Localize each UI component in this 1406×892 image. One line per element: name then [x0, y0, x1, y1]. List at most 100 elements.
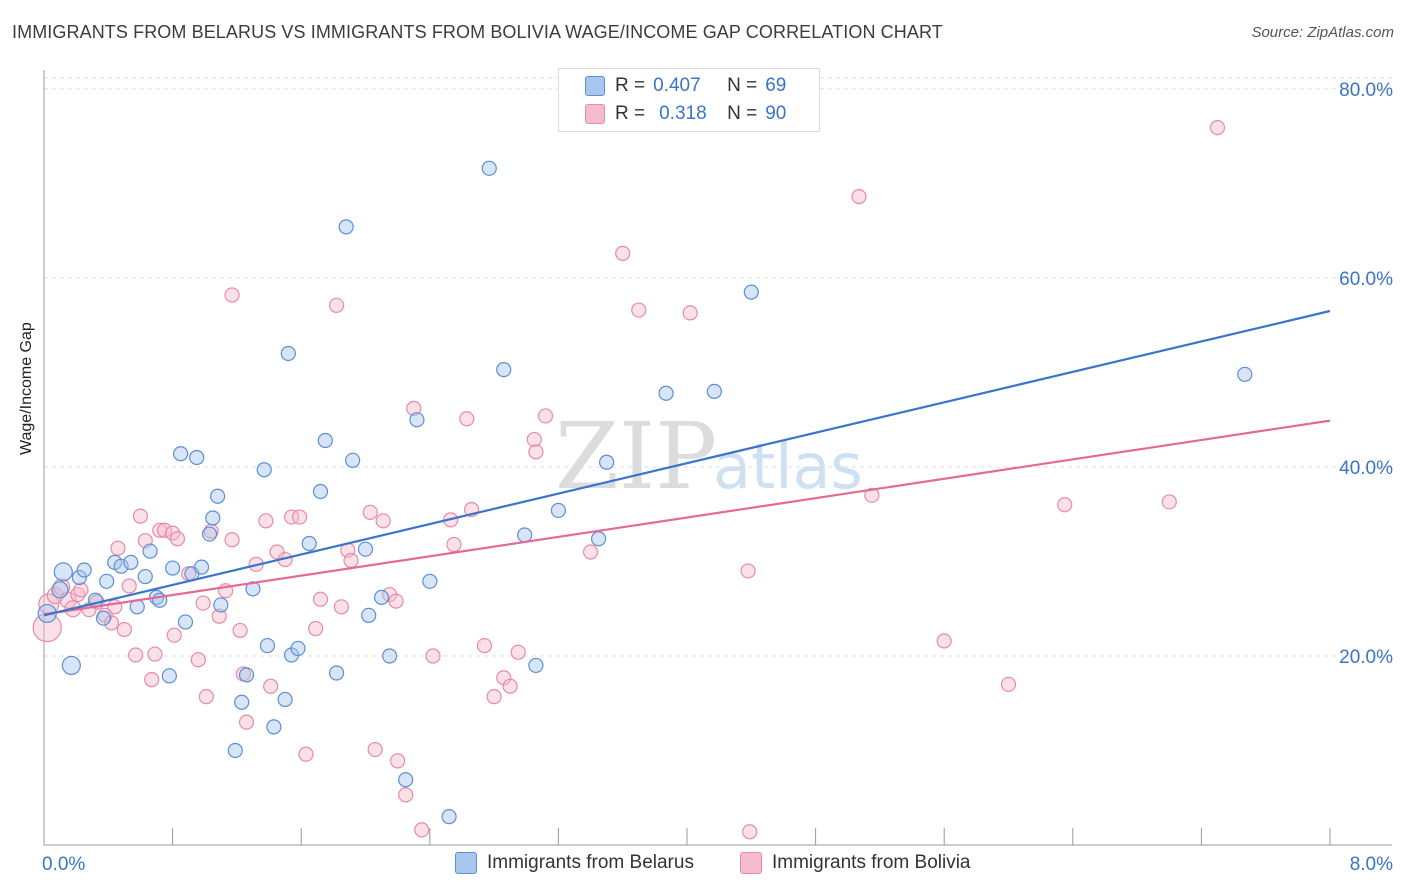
belarus-point-44: [345, 452, 361, 468]
legend-n-value: 69: [765, 75, 787, 96]
belarus-point-18: [165, 560, 181, 576]
bolivia-point-28: [195, 595, 211, 611]
bolivia-point-63: [446, 536, 462, 553]
bolivia-point-45: [298, 746, 314, 762]
y-axis-label: Wage/Income Gap: [18, 322, 35, 455]
bolivia-point-22: [156, 522, 173, 538]
belarus-point-54: [496, 362, 512, 378]
belarus-point-58: [590, 531, 607, 547]
bolivia-point-17: [132, 508, 149, 524]
belarus-point-56: [528, 657, 544, 674]
belarus-point-63: [1237, 366, 1253, 382]
bolivia-swatch: [740, 852, 762, 874]
legend-row-belarus: R = 0.407 N = 69: [585, 73, 786, 99]
belarus-point-34: [266, 719, 282, 735]
bolivia-point-67: [486, 689, 502, 705]
bolivia-point-25: [169, 531, 186, 547]
bolivia-point-56: [388, 593, 404, 609]
belarus-point-47: [373, 589, 390, 605]
bolivia-point-31: [211, 608, 227, 624]
legend-n-label: N =: [727, 75, 758, 96]
belarus-point-55: [517, 527, 533, 543]
belarus-point-62: [743, 284, 759, 300]
bottom-legend-belarus-label: Immigrants from Belarus: [487, 852, 694, 873]
bolivia-point-24: [166, 627, 182, 643]
chart-title: IMMIGRANTS FROM BELARUS VS IMMIGRANTS FR…: [12, 22, 943, 42]
axes: [43, 70, 1392, 846]
y-tick-label-20: 20.0%: [1339, 647, 1393, 668]
bolivia-point-75: [615, 245, 631, 261]
bolivia-point-48: [328, 297, 345, 313]
belarus-point-1: [51, 581, 69, 599]
bolivia-point-47: [312, 591, 329, 607]
bolivia-point-79: [742, 824, 758, 840]
belarus-point-19: [173, 446, 189, 462]
bolivia-point-61: [425, 648, 441, 664]
bolivia-point-73: [537, 408, 554, 424]
belarus-point-42: [328, 665, 345, 681]
belarus-point-30: [238, 667, 255, 683]
stats-legend: R = 0.407 N = 69 R = 0.318 N = 90: [558, 68, 820, 132]
bolivia-point-70: [510, 644, 526, 660]
bolivia-point-80: [851, 189, 867, 205]
bolivia-trend-line: [43, 419, 1331, 616]
bolivia-point-72: [528, 444, 544, 460]
y-tick-label-60: 60.0%: [1339, 269, 1393, 290]
bolivia-point-41: [269, 544, 285, 560]
watermark-zip: ZIP: [555, 403, 717, 510]
bolivia-point-20: [147, 646, 163, 662]
belarus-point-53: [481, 160, 497, 176]
bolivia-swatch: [585, 104, 605, 124]
belarus-point-49: [398, 772, 414, 788]
bolivia-point-14: [116, 621, 132, 638]
bolivia-point-39: [258, 513, 274, 529]
bolivia-point-34: [224, 287, 240, 303]
legend-r-value: 0.318: [659, 103, 707, 124]
bottom-legend-belarus: Immigrants from Belarus: [455, 852, 694, 874]
belarus-point-33: [259, 637, 276, 654]
belarus-point-20: [177, 614, 194, 630]
trend-lines: [43, 309, 1331, 617]
belarus-point-2: [53, 562, 73, 582]
bolivia-point-78: [740, 563, 756, 579]
bolivia-point-69: [502, 678, 518, 694]
belarus-point-29: [234, 694, 250, 710]
bolivia-point-11: [103, 615, 120, 631]
bolivia-point-33: [224, 532, 240, 548]
belarus-point-24: [201, 526, 218, 542]
belarus-point-46: [361, 607, 377, 623]
grid-lines: [44, 77, 1392, 657]
series-bolivia-points: [32, 120, 1226, 840]
belarus-point-61: [706, 383, 722, 399]
bolivia-point-52: [362, 504, 378, 520]
watermark: ZIP atlas: [555, 403, 863, 510]
legend-row-bolivia: R = 0.318 N = 90: [585, 101, 786, 127]
belarus-point-52: [441, 809, 457, 825]
bolivia-point-85: [1161, 494, 1177, 510]
belarus-point-4: [71, 569, 87, 586]
bolivia-point-7: [73, 582, 89, 598]
bolivia-point-13: [110, 540, 126, 556]
bolivia-point-37: [238, 714, 255, 730]
bolivia-point-35: [232, 622, 248, 639]
belarus-point-23: [193, 559, 210, 575]
belarus-point-27: [213, 597, 229, 613]
belarus-point-8: [99, 573, 115, 589]
tick-labels: 20.0% 40.0% 60.0% 80.0% 0.0% 8.0%: [42, 80, 1393, 875]
bolivia-point-29: [198, 689, 214, 705]
belarus-point-13: [137, 568, 153, 585]
y-tick-label-40: 40.0%: [1339, 458, 1393, 479]
x-tick-label-max: 8.0%: [1350, 854, 1393, 875]
belarus-swatch: [585, 76, 605, 96]
belarus-point-39: [301, 535, 317, 552]
belarus-point-28: [227, 742, 243, 759]
bottom-legend-bolivia-label: Immigrants from Bolivia: [772, 852, 971, 873]
belarus-point-10: [113, 558, 129, 574]
x-tick-label-min: 0.0%: [42, 854, 85, 875]
bolivia-point-40: [263, 678, 279, 694]
belarus-point-36: [280, 345, 296, 362]
belarus-swatch: [455, 852, 477, 874]
bottom-legend-bolivia: Immigrants from Bolivia: [740, 852, 971, 874]
watermark-atlas: atlas: [713, 430, 863, 503]
bolivia-point-44: [291, 509, 308, 525]
